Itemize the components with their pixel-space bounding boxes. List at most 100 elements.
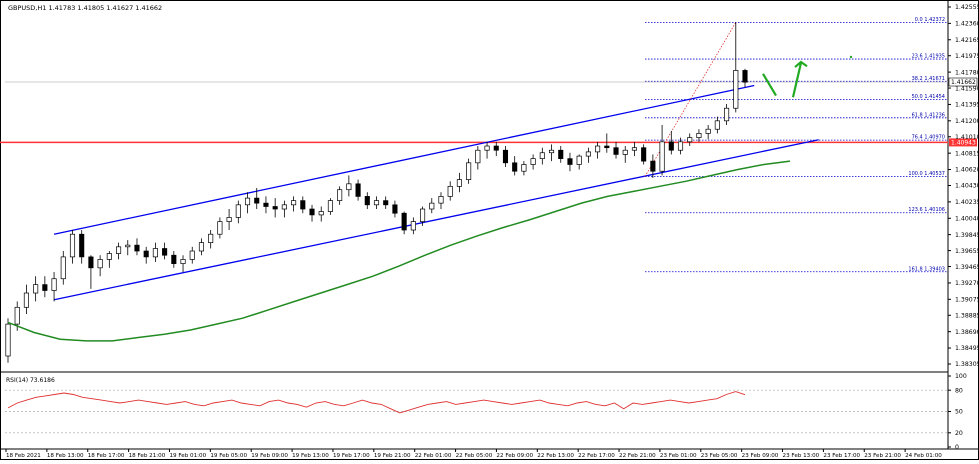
- candle-body: [244, 197, 251, 206]
- price-tick-label: 1.38495: [955, 345, 979, 352]
- candle-body: [622, 149, 628, 155]
- candle: [373, 196, 380, 210]
- candle-body: [152, 248, 158, 258]
- rsi-tick-label: 80: [955, 387, 963, 394]
- candle: [198, 238, 205, 256]
- candle-body: [373, 200, 380, 206]
- candle: [410, 217, 416, 235]
- candle: [392, 200, 398, 218]
- candle: [208, 230, 214, 249]
- candle: [447, 181, 453, 201]
- support-price-tag: [949, 138, 977, 147]
- candle-body: [613, 147, 619, 155]
- candle-body: [235, 204, 241, 218]
- rsi-label: RSI(14) 73.6186: [6, 377, 55, 384]
- price-tick-label: 1.38690: [955, 329, 979, 336]
- time-tick-label: 19 Feb 05:00: [210, 453, 247, 459]
- candle: [51, 272, 57, 302]
- rsi-tick-label: 0: [955, 444, 959, 451]
- candle-body: [162, 248, 168, 256]
- candle-body: [493, 145, 499, 151]
- candle-body: [198, 242, 205, 252]
- candle: [97, 255, 103, 277]
- candle-body: [33, 284, 39, 294]
- candle-body: [724, 107, 730, 122]
- candle-body: [595, 145, 601, 153]
- annotation-lines: 0.0 1.42372 23.6 1.41935 38.2 1.41671 50.0 …: [0, 17, 978, 301]
- candle-body: [189, 250, 195, 260]
- candle-body: [300, 200, 306, 210]
- time-tick-label: 22 Feb 09:00: [496, 453, 533, 459]
- candle-body: [392, 204, 398, 214]
- candle: [502, 146, 509, 168]
- candle: [125, 240, 131, 256]
- candle: [622, 146, 628, 163]
- candle-body: [291, 200, 297, 206]
- candle-body: [484, 145, 490, 151]
- time-tick-label: 18 Feb 21:00: [129, 453, 166, 459]
- candle: [742, 68, 748, 88]
- candle: [539, 147, 545, 165]
- candle: [733, 22, 739, 113]
- candle-body: [438, 196, 444, 204]
- price-tick-label: 1.39655: [955, 248, 979, 255]
- candle: [162, 242, 168, 260]
- candle: [318, 206, 324, 222]
- rsi-tick-label: 20: [955, 430, 963, 437]
- candle-body: [208, 233, 214, 243]
- candle: [79, 230, 85, 264]
- candle-body: [558, 149, 564, 159]
- fib-level-label: 100.0 1.40537: [908, 171, 945, 177]
- candle: [106, 251, 112, 268]
- time-tick-label: 19 Feb 13:00: [292, 453, 329, 459]
- candle-body: [263, 202, 269, 207]
- price-tick-label: 1.40235: [955, 199, 979, 206]
- candle: [226, 209, 232, 231]
- candle: [291, 196, 297, 212]
- time-tick-label: 19 Feb 01:00: [169, 453, 206, 459]
- candle-body: [254, 197, 260, 204]
- price-tick-label: 1.42555: [955, 4, 979, 11]
- candle-body: [576, 155, 582, 165]
- candle-body: [337, 189, 343, 201]
- candle: [631, 141, 638, 157]
- candle-body: [631, 147, 638, 151]
- price-tick-label: 1.41395: [955, 102, 979, 109]
- candle-body: [226, 217, 232, 222]
- fib-level-label: 76.4 1.40970: [912, 135, 945, 141]
- candle-body: [733, 70, 739, 109]
- rsi-tick-label: 50: [955, 409, 963, 416]
- candle: [512, 156, 518, 176]
- candle: [420, 206, 426, 226]
- arrow-head: [794, 60, 808, 68]
- candle: [346, 175, 352, 197]
- candle-body: [327, 200, 333, 212]
- candle-body: [51, 278, 57, 291]
- price-tick-label: 1.40040: [955, 215, 979, 222]
- candle-body: [23, 292, 29, 308]
- candle: [383, 196, 389, 210]
- price-tick-label: 1.41200: [955, 118, 979, 125]
- candle: [585, 147, 591, 163]
- candle-body: [14, 306, 20, 325]
- candle: [143, 246, 149, 264]
- candle: [244, 192, 251, 214]
- candle-body: [466, 162, 472, 180]
- candle-body: [60, 256, 66, 280]
- candle-body: [410, 221, 416, 231]
- candle: [309, 204, 315, 222]
- candle-body: [521, 164, 527, 172]
- candle-body: [677, 141, 684, 151]
- grid: [0, 0, 979, 450]
- time-tick-label: 22 Feb 17:00: [578, 453, 615, 459]
- price-axis: 1.42555 1.42360 1.42165 1.41975 1.41780 1.415…: [948, 4, 979, 368]
- fib-level-label: 161.8 1.39403: [908, 266, 945, 272]
- time-tick-label: 23 Feb 09:00: [742, 453, 779, 459]
- candle: [576, 154, 582, 170]
- candle: [272, 198, 278, 218]
- price-tick-label: 1.40620: [955, 167, 979, 174]
- candle-body: [705, 128, 711, 134]
- channel-lower-line: [53, 139, 819, 301]
